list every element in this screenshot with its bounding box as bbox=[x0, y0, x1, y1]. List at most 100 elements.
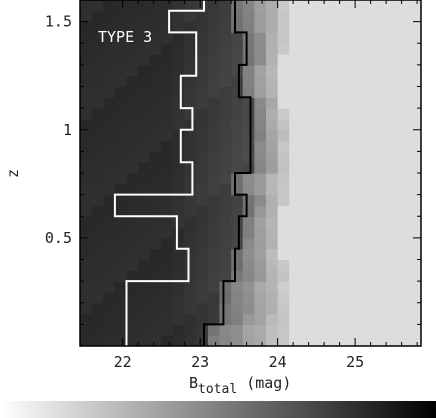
heatmap-cell bbox=[312, 21, 325, 34]
heatmap-cell bbox=[266, 75, 279, 88]
heatmap-cell bbox=[161, 227, 174, 239]
heatmap-cell bbox=[266, 54, 279, 66]
heatmap-cell bbox=[126, 43, 139, 55]
heatmap-cell bbox=[231, 205, 244, 217]
heatmap-cell bbox=[231, 302, 244, 315]
heatmap-cell bbox=[219, 173, 232, 185]
heatmap-cell bbox=[138, 259, 151, 271]
heatmap-cell bbox=[359, 43, 372, 55]
heatmap-cell bbox=[207, 75, 221, 88]
heatmap-cell bbox=[231, 259, 244, 271]
heatmap-cell bbox=[370, 118, 383, 131]
heatmap-cell bbox=[277, 227, 290, 239]
heatmap-cell bbox=[312, 183, 325, 196]
heatmap-cell bbox=[173, 259, 186, 271]
heatmap-cell bbox=[335, 194, 348, 207]
heatmap-cell bbox=[196, 313, 209, 325]
heatmap-cell bbox=[196, 129, 209, 142]
heatmap-cell bbox=[114, 259, 128, 271]
heatmap-cell bbox=[207, 281, 221, 293]
heatmap-cell bbox=[359, 10, 372, 23]
heatmap-cell bbox=[138, 21, 151, 34]
heatmap-cell bbox=[173, 183, 186, 196]
heatmap-cell bbox=[382, 227, 395, 239]
heatmap-cell bbox=[370, 183, 383, 196]
heatmap-cell bbox=[114, 281, 128, 293]
heatmap-cell bbox=[114, 108, 128, 120]
heatmap-cell bbox=[347, 129, 360, 142]
heatmap-cell bbox=[173, 205, 186, 217]
heatmap-cell bbox=[149, 291, 162, 304]
heatmap-cell bbox=[300, 10, 314, 23]
heatmap-cell bbox=[138, 281, 151, 293]
heatmap-cell bbox=[91, 54, 104, 66]
heatmap-cell bbox=[254, 108, 267, 120]
heatmap-cell bbox=[335, 151, 348, 163]
heatmap-cells bbox=[80, 0, 421, 346]
heatmap-cell bbox=[242, 32, 255, 44]
heatmap-cell bbox=[80, 0, 93, 12]
heatmap-cell bbox=[266, 162, 279, 174]
heatmap-cell bbox=[114, 313, 128, 325]
heatmap-cell bbox=[126, 75, 139, 88]
heatmap-cell bbox=[300, 313, 314, 325]
heatmap-cell bbox=[126, 86, 139, 98]
heatmap-cell bbox=[324, 237, 337, 250]
heatmap-cell bbox=[312, 54, 325, 66]
heatmap-cell bbox=[359, 140, 372, 152]
heatmap-cell bbox=[114, 162, 128, 174]
heatmap-cell bbox=[417, 129, 421, 142]
heatmap-cell bbox=[393, 216, 407, 228]
heatmap-cell bbox=[80, 140, 93, 152]
heatmap-cell bbox=[91, 183, 104, 196]
heatmap-cell bbox=[300, 64, 314, 77]
heatmap-cell bbox=[126, 281, 139, 293]
heatmap-cell bbox=[382, 10, 395, 23]
heatmap-cell bbox=[359, 108, 372, 120]
heatmap-cell bbox=[138, 32, 151, 44]
heatmap-cell bbox=[382, 291, 395, 304]
heatmap-cell bbox=[335, 97, 348, 109]
heatmap-cell bbox=[173, 335, 186, 346]
heatmap-cell bbox=[289, 313, 302, 325]
y-tick-label: 1 bbox=[63, 121, 72, 139]
heatmap-cell bbox=[289, 227, 302, 239]
heatmap-cell bbox=[173, 54, 186, 66]
heatmap-cell bbox=[300, 291, 314, 304]
heatmap-cell bbox=[254, 183, 267, 196]
heatmap-cell bbox=[405, 183, 418, 196]
heatmap-cell bbox=[405, 313, 418, 325]
heatmap-cell bbox=[184, 64, 197, 77]
heatmap-cell bbox=[138, 216, 151, 228]
heatmap-cell bbox=[266, 43, 279, 55]
heatmap-cell bbox=[196, 302, 209, 315]
heatmap-cell bbox=[173, 10, 186, 23]
heatmap-cell bbox=[80, 21, 93, 34]
heatmap-cell bbox=[335, 248, 348, 261]
heatmap-cell bbox=[161, 108, 174, 120]
heatmap-cell bbox=[300, 302, 314, 315]
heatmap-cell bbox=[173, 248, 186, 261]
heatmap-cell bbox=[277, 248, 290, 261]
heatmap-cell bbox=[417, 324, 421, 336]
heatmap-cell bbox=[254, 32, 267, 44]
heatmap-cell bbox=[417, 335, 421, 346]
heatmap-cell bbox=[138, 313, 151, 325]
heatmap-cell bbox=[393, 205, 407, 217]
heatmap-cell bbox=[184, 32, 197, 44]
heatmap-cell bbox=[370, 151, 383, 163]
heatmap-cell bbox=[393, 335, 407, 346]
heatmap-cell bbox=[91, 227, 104, 239]
heatmap-cell bbox=[370, 227, 383, 239]
heatmap-cell bbox=[231, 324, 244, 336]
heatmap-cell bbox=[289, 194, 302, 207]
heatmap-cell bbox=[266, 324, 279, 336]
heatmap-cell bbox=[417, 205, 421, 217]
heatmap-cell bbox=[393, 183, 407, 196]
heatmap-cell bbox=[417, 75, 421, 88]
heatmap-cell bbox=[254, 173, 267, 185]
heatmap-cell bbox=[254, 162, 267, 174]
heatmap-cell bbox=[138, 10, 151, 23]
heatmap-cell bbox=[417, 54, 421, 66]
x-axis-label: Btotal (mag) bbox=[189, 374, 291, 397]
